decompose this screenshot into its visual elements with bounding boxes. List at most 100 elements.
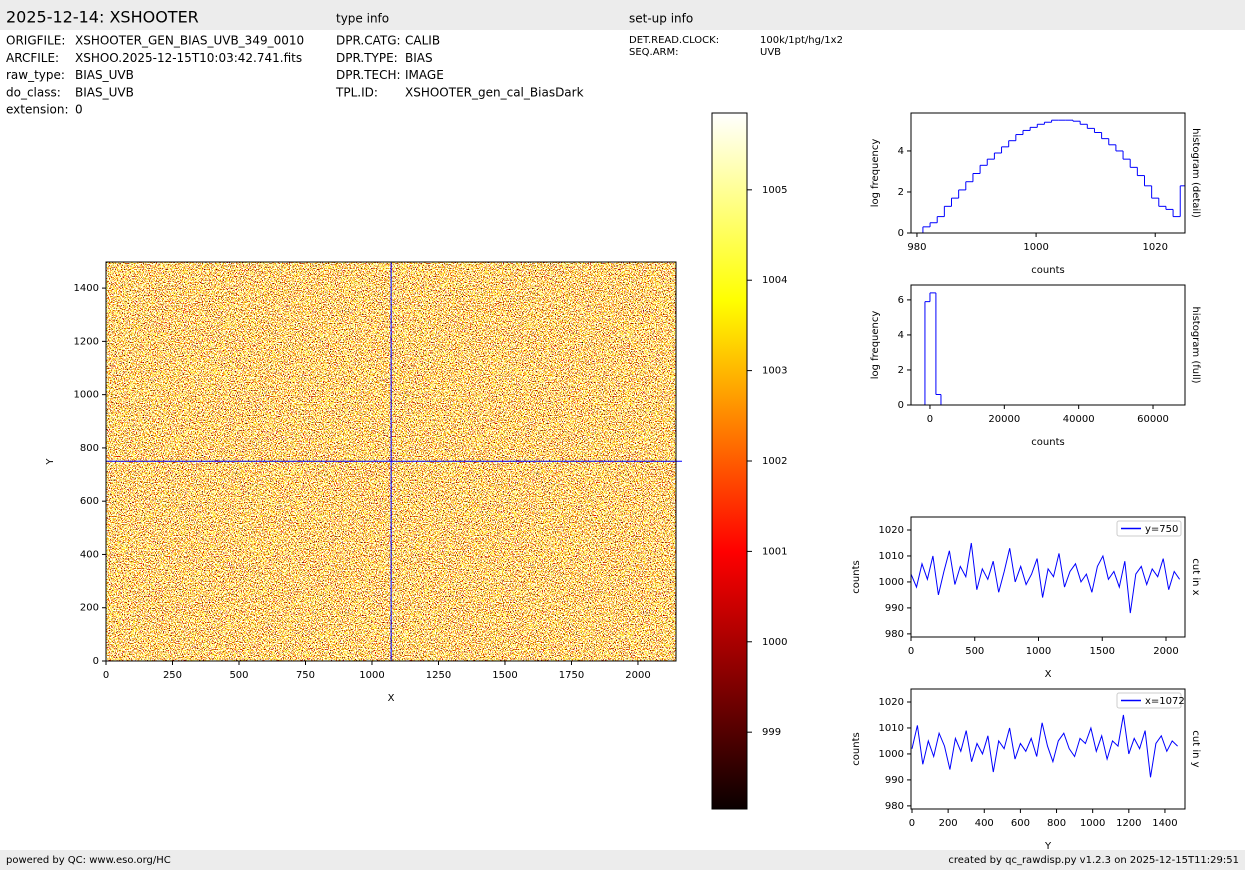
y-tick-label: 1400 xyxy=(74,283,99,294)
info-value: XSHOOTER_GEN_BIAS_UVB_349_0010 xyxy=(75,34,304,48)
y-tick-label: 1010 xyxy=(879,723,904,734)
y-tick-label: 200 xyxy=(80,603,99,614)
y-tick-label: 0 xyxy=(898,400,904,411)
y-tick-label: 400 xyxy=(80,549,99,560)
y-tick-label: 2 xyxy=(898,365,904,376)
info-key: raw_type: xyxy=(6,68,65,82)
axes-frame xyxy=(105,261,677,662)
x-tick-label: 2000 xyxy=(625,670,650,681)
colorbar-tick-label: 1002 xyxy=(762,456,787,467)
info-value: XSHOO.2025-12-15T10:03:42.741.fits xyxy=(75,51,302,65)
info-key: DPR.CATG: xyxy=(336,34,401,48)
info-key: ARCFILE: xyxy=(6,51,59,65)
y-tick-label: 4 xyxy=(898,146,904,157)
series-line xyxy=(911,714,1178,778)
x-tick-label: 500 xyxy=(229,670,248,681)
y-tick-label: 6 xyxy=(898,295,904,306)
cut-line xyxy=(911,542,1181,614)
y-tick-label: 600 xyxy=(80,496,99,507)
y-tick-label: 1000 xyxy=(74,390,99,401)
page-title: 2025-12-14: XSHOOTER xyxy=(6,8,199,27)
x-tick-label: 400 xyxy=(975,818,994,829)
colorbar-tick-label: 1001 xyxy=(762,546,787,557)
x-tick-label: 0 xyxy=(908,646,914,657)
y-tick-label: 4 xyxy=(898,330,904,341)
colorbar-tick-label: 1004 xyxy=(762,275,787,286)
x-tick-label: 1250 xyxy=(426,670,451,681)
x-tick-label: 1000 xyxy=(359,670,384,681)
footer-bar xyxy=(0,850,1245,870)
axes-frame xyxy=(910,688,1186,810)
x-axis-label: X xyxy=(1045,669,1052,680)
x-tick-label: 1000 xyxy=(1023,242,1048,253)
panel-label: cut in y xyxy=(1190,730,1201,767)
x-tick-label: 1000 xyxy=(1080,818,1105,829)
y-tick-label: 1200 xyxy=(74,336,99,347)
x-tick-label: 0 xyxy=(927,414,933,425)
info-key: DPR.TECH: xyxy=(336,68,401,82)
x-tick-label: 40000 xyxy=(1063,414,1095,425)
colorbar-tick-label: 1005 xyxy=(762,185,787,196)
x-axis-label: X xyxy=(388,693,395,704)
x-tick-label: 1750 xyxy=(559,670,584,681)
x-tick-label: 60000 xyxy=(1137,414,1169,425)
x-tick-label: 250 xyxy=(163,670,182,681)
y-tick-label: 980 xyxy=(885,801,904,812)
y-tick-label: 1010 xyxy=(879,551,904,562)
footer-left: powered by QC: www.eso.org/HC xyxy=(6,855,171,866)
y-axis-label: counts xyxy=(851,560,862,593)
legend-label: y=750 xyxy=(1145,524,1178,535)
x-tick-label: 2000 xyxy=(1153,646,1178,657)
y-axis-label: log frequency xyxy=(870,139,881,208)
x-tick-label: 980 xyxy=(907,242,926,253)
x-tick-label: 600 xyxy=(1011,818,1030,829)
x-axis-label: counts xyxy=(1031,437,1064,448)
y-tick-label: 2 xyxy=(898,187,904,198)
x-tick-label: 200 xyxy=(939,818,958,829)
colorbar-tick-label: 1003 xyxy=(762,366,787,377)
info-value: 100k/1pt/hg/1x2 xyxy=(760,35,843,46)
x-tick-label: 1020 xyxy=(1142,242,1167,253)
info-value: BIAS_UVB xyxy=(75,85,134,99)
x-tick-label: 750 xyxy=(296,670,315,681)
info-key: SEQ.ARM: xyxy=(629,47,679,58)
y-tick-label: 990 xyxy=(885,603,904,614)
series-line xyxy=(911,542,1181,614)
info-value: CALIB xyxy=(405,34,440,48)
info-key: extension: xyxy=(6,103,69,117)
info-key: DET.READ.CLOCK: xyxy=(629,35,719,46)
x-tick-label: 800 xyxy=(1047,818,1066,829)
colorbar xyxy=(711,112,748,810)
axes-frame xyxy=(910,284,1186,406)
legend-box xyxy=(1116,520,1182,537)
x-tick-label: 500 xyxy=(965,646,984,657)
info-key: DPR.TYPE: xyxy=(336,51,398,65)
x-tick-label: 1500 xyxy=(1090,646,1115,657)
x-tick-label: 0 xyxy=(103,670,109,681)
y-tick-label: 0 xyxy=(898,228,904,239)
panel-label: cut in x xyxy=(1190,558,1201,595)
axes-frame xyxy=(910,516,1186,638)
histogram xyxy=(924,292,942,405)
y-tick-label: 990 xyxy=(885,775,904,786)
axes-frame xyxy=(910,112,1186,234)
info-value: BIAS xyxy=(405,51,433,65)
header-bar xyxy=(0,0,1245,30)
legend-box xyxy=(1116,692,1182,709)
y-tick-label: 1020 xyxy=(879,525,904,536)
info-key: do_class: xyxy=(6,85,61,99)
y-axis-label: Y xyxy=(45,458,56,466)
info-key: TPL.ID: xyxy=(335,85,378,99)
y-tick-label: 1000 xyxy=(879,749,904,760)
colorbar-tick-label: 1000 xyxy=(762,637,787,648)
y-axis-label: log frequency xyxy=(870,311,881,380)
x-tick-label: 0 xyxy=(909,818,915,829)
panel-label: histogram (detail) xyxy=(1190,128,1201,218)
x-tick-label: 1000 xyxy=(1026,646,1051,657)
y-tick-label: 800 xyxy=(80,443,99,454)
x-tick-label: 1200 xyxy=(1116,818,1141,829)
cut-line xyxy=(911,714,1178,778)
footer-right: created by qc_rawdisp.py v1.2.3 on 2025-… xyxy=(948,855,1239,866)
